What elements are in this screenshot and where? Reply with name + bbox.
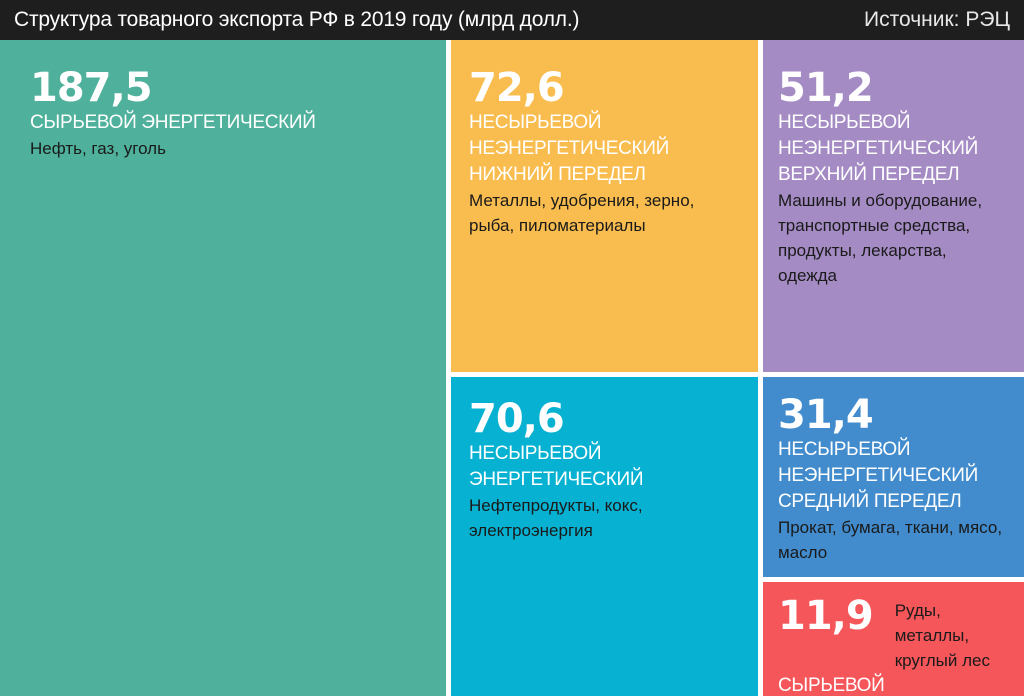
tile-description: Нефтепродукты, кокс, электроэнергия [469,496,643,540]
tile-category: СЫРЬЕВОЙ ЭНЕРГЕТИЧЕСКИЙ [30,112,316,133]
tile-category: НЕСЫРЬЕВОЙ НЕЭНЕРГЕТИЧЕСКИЙ ВЕРХНИЙ ПЕРЕ… [778,112,978,185]
tile-category: НЕСЫРЬЕВОЙ НЕЭНЕРГЕТИЧЕСКИЙ НИЖНИЙ ПЕРЕД… [469,112,669,185]
treemap-tile: 31,4 НЕСЫРЬЕВОЙ НЕЭНЕРГЕТИЧЕСКИЙ СРЕДНИЙ … [763,377,1024,577]
tile-description: Машины и оборудование, транспортные сред… [778,191,983,285]
tile-category: НЕСЫРЬЕВОЙ НЕЭНЕРГЕТИЧЕСКИЙ СРЕДНИЙ ПЕРЕ… [778,439,978,512]
treemap-tile: 72,6 НЕСЫРЬЕВОЙ НЕЭНЕРГЕТИЧЕСКИЙ НИЖНИЙ П… [451,40,758,372]
treemap-tile: 51,2 НЕСЫРЬЕВОЙ НЕЭНЕРГЕТИЧЕСКИЙ ВЕРХНИЙ … [763,40,1024,372]
tile-category: СЫРЬЕВОЙ НЕЭНЕРГЕТИЧЕСКИЙ [778,675,885,696]
treemap-tile: 70,6 НЕСЫРЬЕВОЙ ЭНЕРГЕТИЧЕСКИЙ Нефтепродук… [451,377,758,696]
tile-value: 70,6 [469,396,565,442]
tile-description: Руды, металлы, круглый лес [894,601,990,670]
chart-source: Источник: РЭЦ [864,8,1010,31]
tile-value: 72,6 [469,65,565,111]
treemap-tile: 11,9 Руды, металлы, круглый лес СЫРЬЕВОЙ Н… [763,582,1024,696]
chart-title: Структура товарного экспорта РФ в 2019 г… [14,8,580,31]
tile-value: 31,4 [778,392,874,438]
tile-category: НЕСЫРЬЕВОЙ ЭНЕРГЕТИЧЕСКИЙ [469,443,644,490]
treemap-tile: 187,5 СЫРЬЕВОЙ ЭНЕРГЕТИЧЕСКИЙ Нефть, газ, … [0,40,446,696]
tile-description: Прокат, бумага, ткани, мясо, масло [778,518,1003,562]
tile-value: 51,2 [778,65,874,111]
tile-description: Металлы, удобрения, зерно, рыба, пиломат… [469,191,695,235]
chart-header: Структура товарного экспорта РФ в 2019 г… [0,0,1024,40]
tile-value: 11,9 [778,593,874,639]
tile-value: 187,5 [30,65,153,111]
tile-description: Нефть, газ, уголь [30,139,166,158]
treemap-chart: 187,5 СЫРЬЕВОЙ ЭНЕРГЕТИЧЕСКИЙ Нефть, газ, … [0,40,1024,696]
